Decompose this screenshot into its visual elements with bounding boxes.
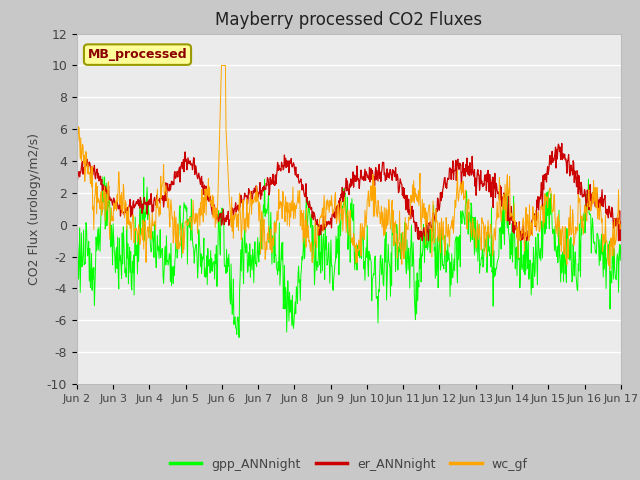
wc_gf xyxy=(394,243,402,249)
er_ANNnight xyxy=(99,182,107,188)
er_ANNnight xyxy=(591,193,598,199)
Title: Mayberry processed CO2 Fluxes: Mayberry processed CO2 Fluxes xyxy=(215,11,483,29)
er_ANNnight xyxy=(174,174,182,180)
gpp_ANNnight xyxy=(617,242,625,248)
wc_gf xyxy=(218,62,225,68)
gpp_ANNnight xyxy=(300,225,308,230)
Line: gpp_ANNnight: gpp_ANNnight xyxy=(77,177,621,337)
Y-axis label: CO2 Flux (urology/m2/s): CO2 Flux (urology/m2/s) xyxy=(28,133,41,285)
er_ANNnight xyxy=(558,141,566,146)
wc_gf xyxy=(590,190,598,195)
er_ANNnight xyxy=(600,204,607,209)
Legend: gpp_ANNnight, er_ANNnight, wc_gf: gpp_ANNnight, er_ANNnight, wc_gf xyxy=(165,453,532,476)
wc_gf xyxy=(617,222,625,228)
gpp_ANNnight xyxy=(175,235,182,241)
gpp_ANNnight xyxy=(100,199,108,205)
er_ANNnight xyxy=(73,181,81,187)
er_ANNnight xyxy=(617,218,625,224)
er_ANNnight xyxy=(299,182,307,188)
wc_gf xyxy=(606,266,614,272)
gpp_ANNnight xyxy=(73,270,81,276)
Line: wc_gf: wc_gf xyxy=(77,65,621,269)
wc_gf xyxy=(174,221,182,227)
gpp_ANNnight xyxy=(591,239,598,245)
gpp_ANNnight xyxy=(99,174,107,180)
gpp_ANNnight xyxy=(600,274,607,280)
Text: MB_processed: MB_processed xyxy=(88,48,188,61)
er_ANNnight xyxy=(419,238,426,243)
gpp_ANNnight xyxy=(235,335,243,340)
Line: er_ANNnight: er_ANNnight xyxy=(77,144,621,240)
er_ANNnight xyxy=(394,171,401,177)
wc_gf xyxy=(99,206,107,212)
wc_gf xyxy=(300,240,307,245)
gpp_ANNnight xyxy=(395,244,403,250)
wc_gf xyxy=(599,249,607,254)
wc_gf xyxy=(73,129,81,135)
